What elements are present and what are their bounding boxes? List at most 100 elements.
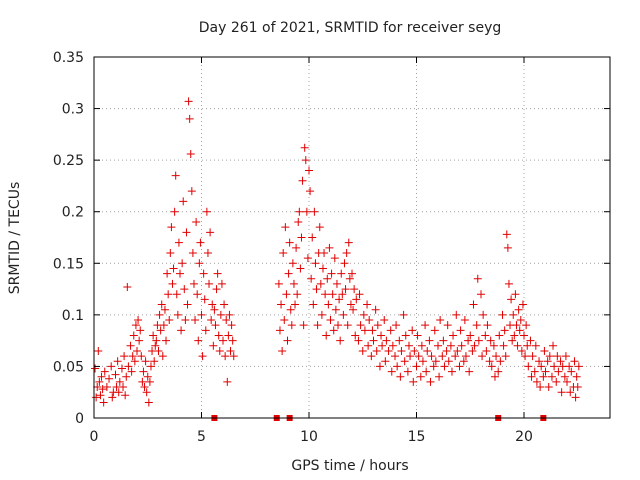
data-point <box>417 341 426 350</box>
data-point <box>178 259 187 268</box>
data-point <box>572 372 581 381</box>
data-point <box>486 336 495 345</box>
data-point <box>286 305 295 314</box>
data-point <box>200 295 209 304</box>
data-point <box>511 290 520 299</box>
data-point <box>126 341 135 350</box>
data-point <box>536 383 545 392</box>
data-point <box>111 370 120 379</box>
data-point <box>332 279 341 288</box>
data-point <box>453 346 462 355</box>
data-point <box>207 316 216 325</box>
data-point <box>348 269 356 278</box>
data-point <box>328 290 337 299</box>
data-point <box>418 357 427 366</box>
data-point <box>120 352 129 361</box>
data-point <box>474 336 483 345</box>
data-point <box>523 341 532 350</box>
data-point <box>530 367 539 376</box>
data-point <box>167 223 176 232</box>
data-point <box>311 259 320 268</box>
data-point <box>456 326 465 335</box>
data-point <box>340 259 349 268</box>
data-point <box>285 238 294 247</box>
data-point <box>570 357 579 366</box>
data-point <box>206 228 215 237</box>
data-point <box>294 218 303 227</box>
data-point <box>183 300 192 309</box>
data-point <box>291 300 300 309</box>
data-point <box>221 352 230 361</box>
data-point <box>543 357 552 366</box>
data-point <box>455 362 464 371</box>
data-point <box>384 346 393 355</box>
data-point <box>410 346 419 355</box>
data-point <box>312 285 321 294</box>
data-point <box>335 295 344 304</box>
data-point <box>510 331 519 340</box>
data-point <box>122 372 131 381</box>
data-point <box>440 362 449 371</box>
data-point <box>220 300 229 309</box>
data-point <box>444 357 453 366</box>
data-point <box>141 357 150 366</box>
data-point <box>295 207 304 216</box>
data-point <box>372 346 381 355</box>
y-tick-label: 0.1 <box>62 308 84 324</box>
data-point <box>91 364 100 373</box>
data-point <box>277 300 286 309</box>
x-tick-label: 20 <box>515 429 533 445</box>
data-point <box>464 336 473 345</box>
data-point <box>425 336 434 345</box>
data-point <box>395 336 404 345</box>
data-point <box>479 310 488 319</box>
data-point <box>323 274 332 283</box>
data-point <box>316 279 325 288</box>
data-point <box>377 331 386 340</box>
data-point <box>487 362 496 371</box>
data-point <box>554 367 563 376</box>
data-point <box>307 274 316 283</box>
data-point <box>371 305 380 314</box>
data-point <box>459 357 468 366</box>
data-point <box>287 321 296 330</box>
data-point <box>193 290 202 299</box>
data-point <box>301 156 310 165</box>
data-point <box>447 367 456 376</box>
data-point <box>503 243 512 252</box>
data-point <box>199 269 208 278</box>
data-point <box>409 377 418 386</box>
data-point <box>545 352 554 361</box>
data-point <box>279 248 288 257</box>
data-point <box>181 316 190 325</box>
data-point <box>133 346 141 355</box>
data-point <box>292 243 301 252</box>
data-point <box>123 283 132 292</box>
data-point <box>222 316 231 325</box>
data-point <box>306 187 315 196</box>
data-point <box>406 352 415 361</box>
data-point <box>354 336 363 345</box>
data-point <box>117 364 126 373</box>
data-point <box>146 362 155 371</box>
x-axis-title: GPS time / hours <box>291 458 408 474</box>
x-tick-label: 5 <box>197 429 206 445</box>
data-point <box>539 372 548 381</box>
data-point <box>198 352 207 361</box>
data-point <box>210 305 219 314</box>
data-point <box>173 310 182 319</box>
data-point <box>152 336 161 345</box>
data-point <box>201 326 210 335</box>
data-point <box>540 346 549 355</box>
data-point <box>225 310 234 319</box>
data-point <box>359 310 368 319</box>
y-tick-label: 0.05 <box>53 359 84 375</box>
data-point <box>574 362 583 371</box>
data-point <box>514 305 523 314</box>
data-point <box>305 166 313 175</box>
data-point <box>228 336 237 345</box>
data-point <box>346 300 355 309</box>
data-point <box>322 331 331 340</box>
data-point <box>275 326 284 335</box>
